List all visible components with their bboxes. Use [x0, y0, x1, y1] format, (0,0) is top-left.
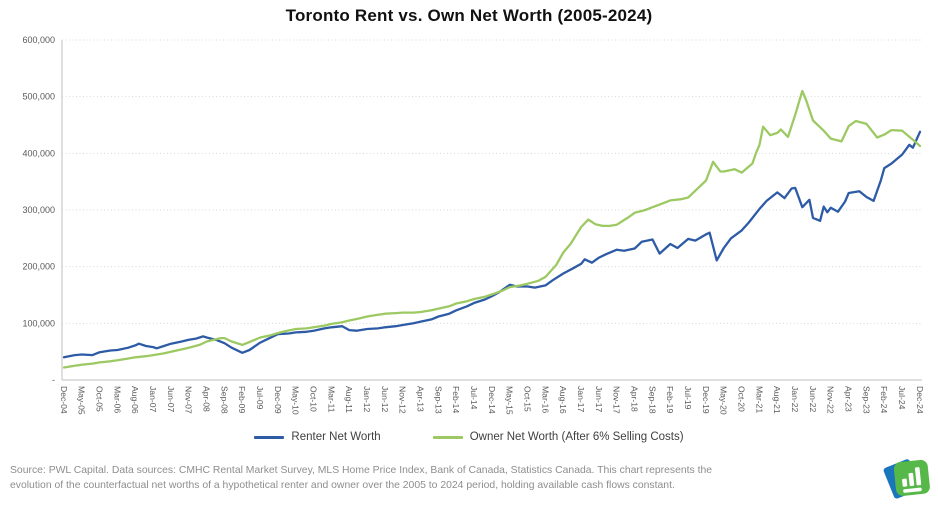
x-axis-tick-label: Jul-19 — [683, 386, 693, 410]
x-axis-tick-label: Apr-18 — [629, 386, 639, 412]
y-axis-tick-label: 600,000 — [22, 35, 55, 45]
y-axis-tick-label: 200,000 — [22, 262, 55, 272]
x-axis-tick-label: Aug-06 — [130, 386, 140, 414]
x-axis-tick-label: Jun-17 — [594, 386, 604, 412]
x-axis-tick-label: Jul-09 — [255, 386, 265, 410]
legend-line-swatch — [432, 435, 463, 439]
x-axis-tick-label: Jan-22 — [790, 386, 800, 412]
x-axis-tick-label: Dec-24 — [915, 386, 925, 414]
legend-item: Owner Net Worth (After 6% Selling Costs) — [432, 431, 684, 443]
x-axis-tick-label: Jun-07 — [166, 386, 176, 412]
source-note-line-1: Source: PWL Capital. Data sources: CMHC … — [10, 465, 713, 476]
x-axis-tick-label: Jun-12 — [380, 386, 390, 412]
x-axis-tick-label: Aug-16 — [558, 386, 568, 414]
chart-legend: Renter Net Worth Owner Net Worth (After 6… — [0, 431, 938, 443]
owner-net-worth-line — [62, 89, 922, 369]
x-axis-tick-label: Aug-21 — [772, 386, 782, 414]
pwl-capital-logo — [883, 459, 930, 499]
x-axis-tick-label: May-20 — [719, 386, 729, 415]
x-axis-tick-label: Dec-04 — [59, 386, 69, 414]
x-axis-tick-label: Jun-22 — [808, 386, 818, 412]
x-axis-tick-label: May-05 — [77, 386, 87, 415]
x-axis-tick-label: Oct-10 — [308, 386, 318, 412]
x-axis-tick-label: Nov-12 — [398, 386, 408, 414]
x-axis-tick-label: Dec-14 — [487, 386, 497, 414]
x-axis-tick-label: Apr-08 — [201, 386, 211, 412]
legend-label: Owner Net Worth (After 6% Selling Costs) — [469, 431, 684, 443]
x-axis-tick-label: Jan-12 — [362, 386, 372, 412]
x-axis-tick-label: Jan-07 — [148, 386, 158, 412]
source-note-line-2: evolution of the counterfactual net wort… — [10, 480, 675, 492]
x-axis-tick-label: Apr-23 — [843, 386, 853, 412]
x-axis-tick-label: Sep-13 — [433, 386, 443, 414]
x-axis-tick-label: Jan-17 — [576, 386, 586, 412]
x-axis-tick-label: Oct-20 — [736, 386, 746, 412]
logo-green-square — [893, 459, 930, 496]
x-axis-tick-label: Sep-18 — [647, 386, 657, 414]
y-axis-tick-label: - — [52, 375, 55, 385]
y-axis-tick-label: 300,000 — [22, 205, 55, 215]
legend-label: Renter Net Worth — [291, 431, 381, 443]
x-axis-tick-label: Feb-19 — [665, 386, 675, 413]
legend-item: Renter Net Worth — [254, 431, 381, 443]
x-axis-tick-label: Jul-24 — [897, 386, 907, 410]
x-axis-tick-label: Mar-06 — [112, 386, 122, 413]
chart-title: Toronto Rent vs. Own Net Worth (2005-202… — [285, 6, 653, 25]
bar-chart-icon — [902, 467, 922, 493]
x-axis-tick-label: May-10 — [291, 386, 301, 415]
source-note: Source: PWL Capital. Data sources: CMHC … — [10, 463, 810, 493]
x-axis-tick-label: Aug-11 — [344, 386, 354, 413]
x-axis-tick-label: Mar-16 — [540, 386, 550, 413]
y-axis-tick-label: 100,000 — [22, 318, 55, 328]
x-axis-tick-label: Feb-09 — [237, 386, 247, 413]
x-axis-tick-label: Nov-17 — [612, 386, 622, 414]
x-axis-tick-label: Sep-23 — [861, 386, 871, 414]
x-axis-tick-label: Jul-14 — [469, 386, 479, 410]
x-axis-tick-label: Oct-15 — [522, 386, 532, 412]
net-worth-line-chart: 600,000 500,000 400,000 300,000 200,000 100,0… — [22, 35, 925, 415]
x-axis-tick-label: Nov-22 — [826, 386, 836, 414]
x-axis-tick-label: Mar-21 — [754, 386, 764, 413]
x-axis-tick-label: Apr-13 — [415, 386, 425, 412]
y-axis-tick-label: 400,000 — [22, 148, 55, 158]
x-axis-tick-label: Oct-05 — [94, 386, 104, 412]
x-axis-tick-label: Nov-07 — [184, 386, 194, 414]
x-axis-tick-label: Dec-19 — [701, 386, 711, 414]
x-axis-tick-label: Feb-14 — [451, 386, 461, 413]
x-axis-tick-label: Mar-11 — [326, 386, 336, 413]
x-axis-tick-label: Dec-09 — [273, 386, 283, 414]
x-axis-tick-label: May-15 — [505, 386, 515, 415]
x-axis-tick-label: Sep-08 — [219, 386, 229, 414]
legend-line-swatch — [254, 435, 285, 439]
x-axis-tick-label: Feb-24 — [879, 386, 889, 413]
y-axis-tick-label: 500,000 — [22, 92, 55, 102]
